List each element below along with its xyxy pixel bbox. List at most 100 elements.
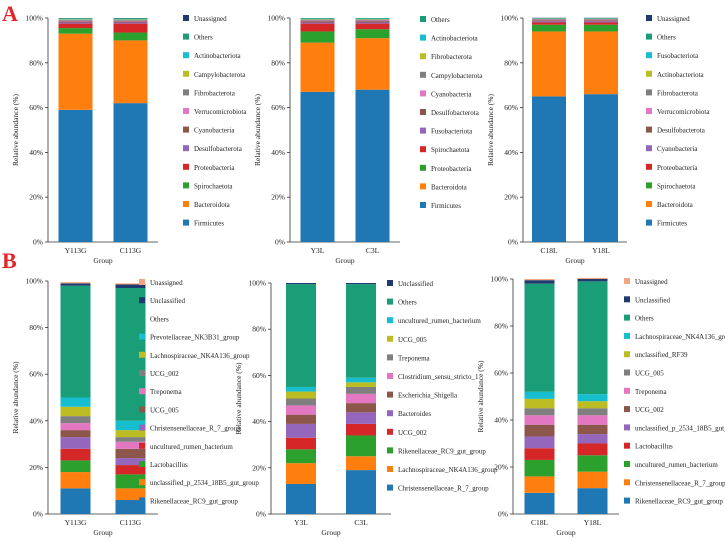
legend-label: Lachnospiraceae_NK4A136_group [150, 352, 250, 360]
legend-label: Fibrobacterota [194, 89, 236, 97]
y-tick-label: 60% [494, 369, 508, 378]
y-tick-label: 80% [29, 323, 43, 332]
y-tick-label: 80% [252, 325, 266, 334]
legend-label: Proteobacteria [194, 164, 235, 172]
legend-label: Actinobacteriota [431, 35, 479, 43]
legend-label: Spirochaetota [657, 182, 696, 190]
bar-segment [113, 22, 148, 24]
legend-swatch [420, 202, 426, 208]
y-tick-label: 40% [494, 416, 508, 425]
legend-swatch [624, 314, 630, 321]
bar-segment [577, 277, 608, 279]
legend-swatch [646, 70, 652, 77]
bar-segment [286, 391, 316, 399]
legend-label: Others [150, 315, 169, 323]
legend-label: Bacteroidota [657, 201, 694, 209]
bar-segment [584, 31, 618, 95]
bar-segment [577, 455, 608, 472]
legend-label: UCG_005 [398, 336, 427, 344]
bar-segment [584, 94, 618, 242]
legend-swatch [420, 127, 426, 134]
y-axis-label: Relative abundance (%) [11, 93, 20, 166]
legend-label: unclassified_p_2534_18B5_gut_group [150, 479, 259, 487]
y-tick-label: 100% [26, 277, 44, 286]
legend-label: Firmicutes [657, 220, 687, 228]
bar-segment [584, 24, 618, 32]
legend-swatch [420, 16, 426, 22]
bar-segment [113, 20, 148, 21]
legend-label: Others [635, 315, 654, 323]
legend-swatch [387, 298, 393, 305]
legend-label: Bacteroides [398, 410, 431, 418]
y-tick-label: 100% [491, 275, 509, 284]
bar-segment [524, 448, 555, 460]
y-tick-label: 100% [249, 279, 267, 288]
y-tick-label: 80% [494, 322, 508, 331]
x-axis-label: Group [321, 528, 340, 537]
bar-segment [115, 441, 146, 449]
x-tick-label: Y113G [65, 518, 87, 527]
legend-swatch [420, 183, 426, 190]
y-tick-label: 80% [271, 58, 285, 67]
legend-swatch [420, 71, 426, 78]
legend-swatch [646, 33, 652, 40]
bar-segment [286, 463, 316, 484]
legend-label: Spirochaetota [431, 146, 470, 154]
legend-label: Desulfobacterota [431, 109, 480, 117]
legend-swatch [646, 145, 652, 152]
legend-label: Rikenellaceae_RC9_gut_group [635, 498, 723, 506]
bar-segment [584, 20, 618, 22]
bar-segment [286, 423, 316, 438]
bar-segment [300, 22, 335, 24]
bar-segment [577, 408, 608, 416]
bar-segment [524, 398, 555, 409]
chart-B2: 0% 20% 40% 60% 80% 100% Relative abundance (%)… [234, 279, 498, 538]
legend-swatch [420, 146, 426, 153]
y-axis-label: Relative abundance (%) [476, 360, 485, 433]
bar-segment [584, 21, 618, 23]
legend-label: Others [431, 16, 450, 24]
y-tick-label: 40% [29, 148, 43, 157]
bar-segment [532, 21, 566, 23]
legend-swatch [646, 126, 652, 133]
y-tick-label: 60% [29, 103, 43, 112]
legend-label: Others [398, 299, 417, 307]
bar-segment [532, 24, 566, 32]
legend-label: Proteobacteria [431, 165, 472, 173]
bar-segment [355, 29, 390, 39]
bar-segment [58, 20, 93, 22]
legend-swatch [624, 296, 630, 303]
y-tick-label: 0% [498, 510, 508, 519]
chart-B1: 0% 20% 40% 60% 80% 100% Relative abundance (%)… [11, 277, 259, 538]
bar-segment [60, 472, 91, 489]
x-axis-label: Group [93, 528, 112, 537]
y-axis-label: Relative abundance (%) [11, 361, 20, 434]
bar-segment [58, 33, 93, 110]
x-tick-label: Y3L [294, 518, 308, 527]
legend-swatch [646, 108, 652, 114]
bar-segment [60, 285, 91, 398]
bar-segment [60, 460, 91, 473]
legend-label: Campylobacterota [194, 71, 246, 79]
legend-swatch [420, 53, 426, 60]
legend-label: Rikenellaceae_RC9_gut_group [150, 497, 238, 505]
bar-segment [577, 488, 608, 514]
x-tick-label: Y18L [584, 518, 602, 527]
legend-swatch [387, 373, 393, 379]
y-tick-label: 60% [252, 371, 266, 380]
legend-label: Lachnospiraceae_NK4A136_group [635, 333, 725, 341]
bar-segment [532, 19, 566, 21]
bar-segment [115, 430, 146, 438]
bar-segment [300, 31, 335, 43]
legend-swatch [139, 424, 145, 431]
y-axis-label: Relative abundance (%) [486, 93, 495, 166]
bar-segment [577, 281, 608, 395]
y-tick-label: 20% [504, 193, 518, 202]
bar-segment [355, 22, 390, 24]
legend-swatch [183, 15, 189, 21]
bar-segment [60, 282, 91, 284]
x-axis-label: Group [556, 528, 575, 537]
bar-segment [524, 408, 555, 416]
legend-label: Unassigned [150, 279, 183, 287]
legend-swatch [183, 89, 189, 96]
